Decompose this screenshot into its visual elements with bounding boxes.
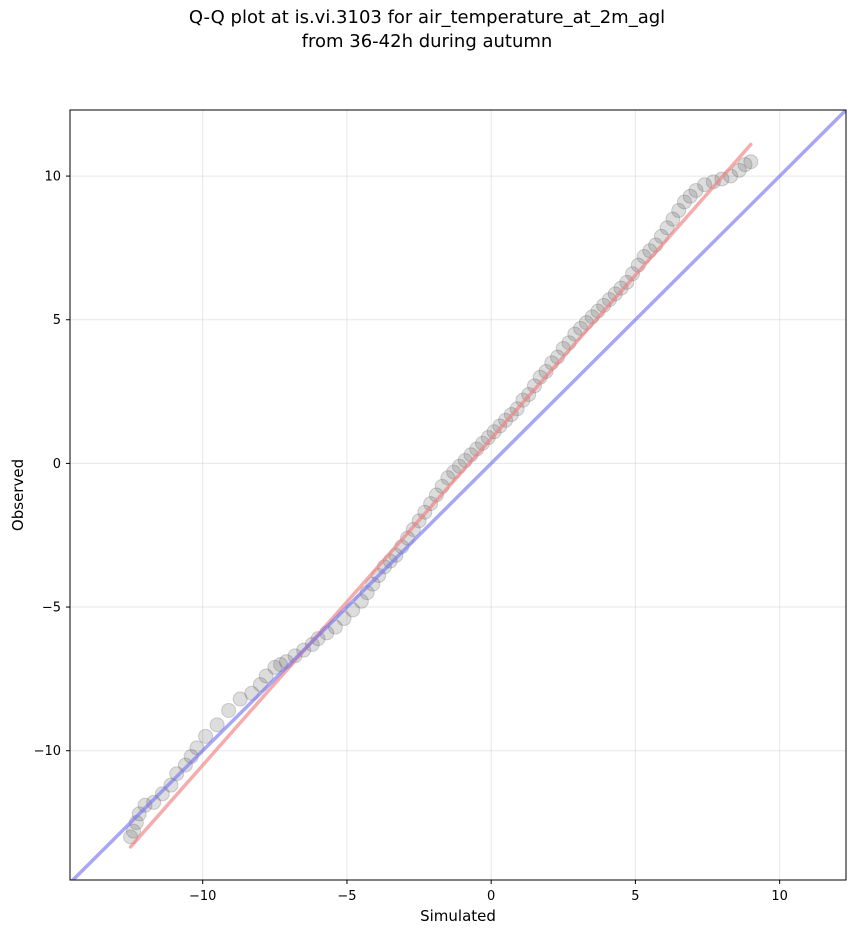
x-tick-label: 5 (631, 889, 639, 904)
data-point (198, 728, 214, 744)
chart-title-line2: from 36-42h during autumn (301, 31, 553, 52)
y-tick-label: −10 (34, 744, 61, 759)
x-tick-label: −5 (337, 889, 356, 904)
identity-line (70, 110, 846, 880)
y-tick-label: 10 (44, 170, 61, 185)
data-point (659, 220, 675, 236)
data-point (304, 636, 320, 652)
x-tick-label: 10 (771, 889, 788, 904)
data-point (163, 777, 179, 793)
data-point (676, 194, 692, 210)
data-point (665, 211, 681, 227)
data-point (682, 188, 698, 204)
data-point (125, 823, 141, 839)
x-tick-label: 0 (487, 889, 495, 904)
x-tick-label: −10 (189, 889, 216, 904)
y-tick-label: 5 (53, 313, 61, 328)
data-point (743, 154, 759, 170)
fit-line (128, 142, 753, 849)
data-point (177, 757, 193, 773)
scatter-points (123, 154, 759, 845)
y-tick-label: 0 (53, 457, 61, 472)
grid (70, 110, 846, 880)
data-point (613, 280, 629, 296)
data-point (607, 286, 623, 302)
plot-frame (69, 109, 847, 881)
data-point (731, 162, 747, 178)
data-point (480, 430, 496, 446)
data-point (146, 794, 162, 810)
data-point (737, 157, 753, 173)
data-point (258, 668, 274, 684)
data-point (154, 786, 170, 802)
data-point (232, 691, 248, 707)
data-point (267, 659, 283, 675)
x-axis-label: Simulated (420, 907, 496, 925)
data-point (310, 631, 326, 647)
y-tick-label: −5 (42, 601, 61, 616)
data-point (423, 496, 439, 512)
y-axis-label: Observed (9, 459, 27, 531)
axis-ticks: −10 −5 0 5 10 −10 −5 0 5 10 (34, 170, 788, 904)
reference-lines (70, 110, 846, 880)
data-point (137, 797, 153, 813)
chart-title-line1: Q-Q plot at is.vi.3103 for air_temperatu… (188, 7, 666, 28)
data-point (221, 702, 237, 718)
data-point (209, 717, 225, 733)
data-point (169, 766, 185, 782)
data-point (671, 203, 687, 219)
data-point (365, 576, 381, 592)
data-point (486, 424, 502, 440)
data-point (697, 177, 713, 193)
data-point (688, 182, 704, 198)
data-point (526, 378, 542, 394)
